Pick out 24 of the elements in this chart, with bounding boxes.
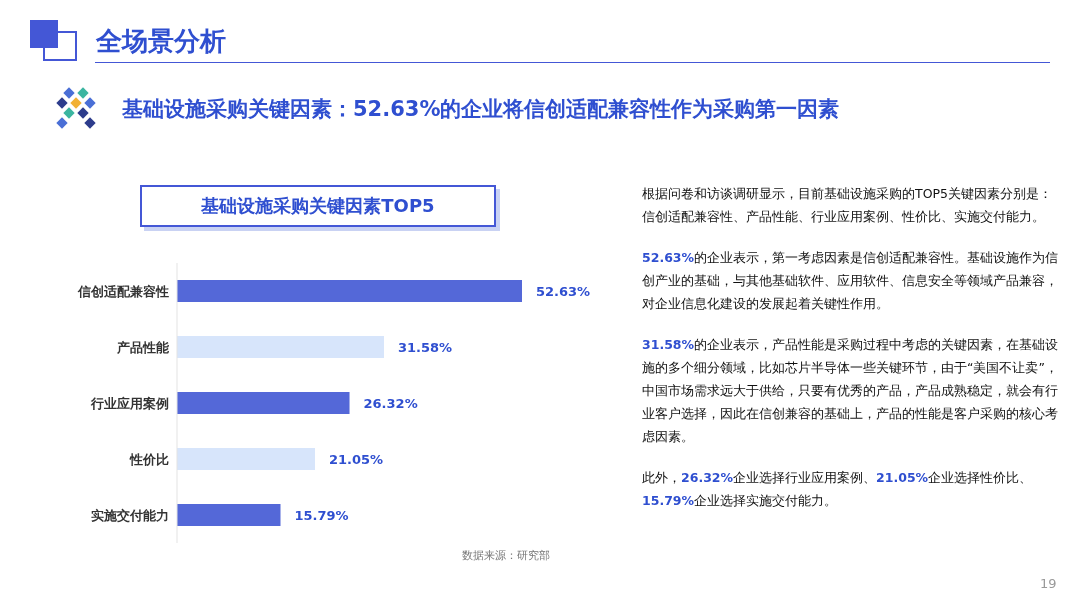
text: 31.58%的企业表示，产品性能是采购过程中考虑的关键因素，在基础设施的多个细分领域，比如芯片半导体一些关键环节，由于“美国不让卖”，中国市场需求远大于供给，只要有优秀的产品，产品成熟稳定，就会有行业客户选择，因此在信创兼容的基础上，产品的性能是客户采购的核心考虑因素。: [642, 337, 1059, 444]
y-tick-label: 行业应用案例: [90, 395, 169, 411]
text: 19: [1040, 576, 1057, 591]
bar: [177, 504, 281, 526]
bar: [177, 392, 350, 414]
bar: [177, 336, 385, 358]
data-label: 21.05%: [328, 451, 384, 467]
chart-subtitle: 基础设施采购关键因素：52.63%的企业将信创适配兼容性作为采购第一因素: [122, 96, 840, 123]
y-tick-label: 信创适配兼容性: [77, 283, 169, 299]
data-label: 26.32%: [363, 395, 418, 411]
y-tick-label: 产品性能: [116, 339, 170, 355]
source-note: 数据来源：研究部: [462, 548, 550, 563]
data-label: 52.63%: [536, 283, 591, 299]
chart-title: 基础设施采购关键因素TOP5: [140, 185, 496, 227]
text: 根据问卷和访谈调研显示，目前基础设施采购的TOP5关键因素分别是：信创适配兼容性、产品性能、行业应用案例、性价比、实施交付能力。: [642, 186, 1052, 224]
y-tick-label: 性价比: [129, 451, 169, 467]
text: 此外，26.32%企业选择行业应用案例、21.05%企业选择性价比、15.79%企业选择实施交付能力。: [642, 470, 1033, 508]
data-label: 15.79%: [294, 507, 349, 523]
text: 全场景分析: [96, 25, 226, 58]
data-label: 31.58%: [398, 339, 453, 355]
text: 52.63%的企业表示，第一考虑因素是信创适配兼容性。基础设施作为信创产业的基础，与其他基础软件、应用软件、信息安全等领域产品兼容，对企业信息化建设的发展起着关键性作用。: [642, 250, 1059, 311]
bar: [177, 448, 315, 470]
y-tick-label: 实施交付能力: [91, 507, 169, 523]
bar: [177, 280, 522, 302]
